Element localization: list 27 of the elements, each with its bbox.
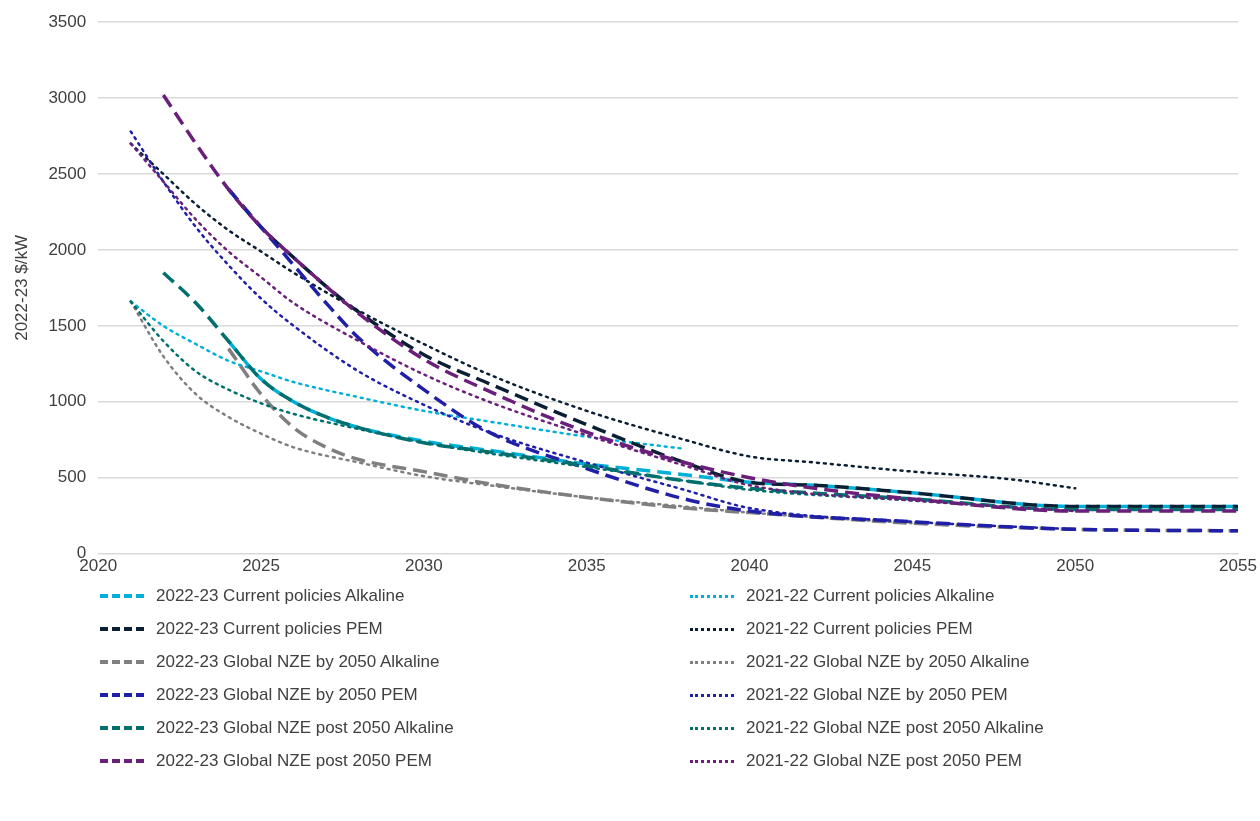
legend-label: 2021-22 Current policies Alkaline — [746, 586, 995, 606]
x-tick-label: 2035 — [567, 556, 606, 576]
x-tick-label: 2050 — [1056, 556, 1095, 576]
x-tick-label: 2055 — [1219, 556, 1257, 576]
x-tick-label: 2030 — [404, 556, 443, 576]
legend-label: 2022-23 Current policies Alkaline — [156, 586, 405, 606]
y-tick-label: 2000 — [48, 239, 87, 259]
y-tick-label: 500 — [57, 467, 87, 487]
x-tick-label: 2040 — [730, 556, 769, 576]
y-tick-label: 3000 — [48, 87, 87, 107]
legend-label: 2021-22 Global NZE by 2050 Alkaline — [746, 652, 1030, 672]
legend-label: 2021-22 Global NZE post 2050 Alkaline — [746, 718, 1044, 738]
y-tick-label: 1000 — [48, 391, 87, 411]
x-tick-label: 2025 — [242, 556, 280, 576]
y-tick-label: 1500 — [48, 315, 87, 335]
legend-label: 2022-23 Global NZE post 2050 Alkaline — [156, 718, 454, 738]
y-tick-label: 2500 — [48, 163, 87, 183]
legend-label: 2021-22 Global NZE by 2050 PEM — [746, 685, 1008, 705]
legend-label: 2022-23 Global NZE by 2050 Alkaline — [156, 652, 440, 672]
legend-label: 2022-23 Current policies PEM — [156, 619, 383, 639]
y-axis-title: 2022-23 $/kW — [11, 234, 31, 341]
x-tick-label: 2045 — [893, 556, 932, 576]
legend-label: 2022-23 Global NZE post 2050 PEM — [156, 751, 432, 771]
legend-label: 2022-23 Global NZE by 2050 PEM — [156, 685, 418, 705]
legend-label: 2021-22 Global NZE post 2050 PEM — [746, 751, 1022, 771]
y-tick-label: 3500 — [48, 11, 87, 31]
legend-label: 2021-22 Current policies PEM — [746, 619, 973, 639]
